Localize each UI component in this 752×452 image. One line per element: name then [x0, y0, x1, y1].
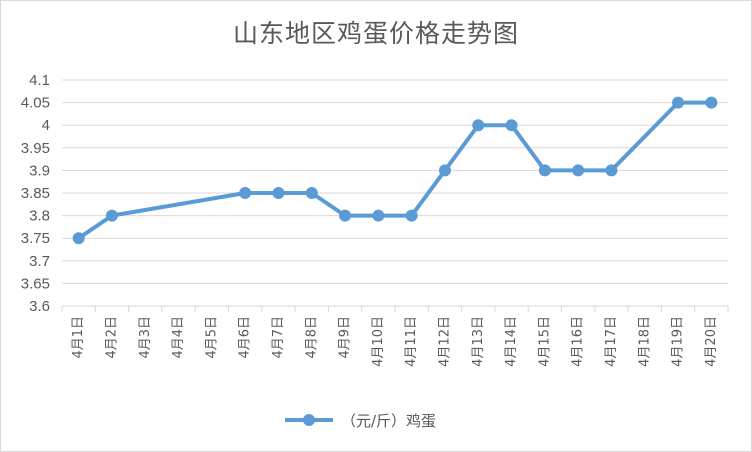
- x-tick-label: 4月10日: [371, 316, 386, 367]
- y-tick-label: 3.85: [21, 185, 50, 202]
- y-tick-label: 3.95: [21, 140, 50, 157]
- x-tick-label: 4月9日: [338, 316, 353, 359]
- legend-swatch: [285, 413, 333, 427]
- data-point: [272, 187, 285, 199]
- legend: （元/斤）鸡蛋: [285, 408, 436, 432]
- y-tick-label: 3.7: [29, 253, 50, 270]
- data-point: [538, 164, 551, 177]
- x-tick-label: 4月8日: [304, 316, 319, 359]
- data-point: [438, 164, 451, 177]
- data-point: [672, 96, 685, 109]
- y-tick-label: 3.6: [29, 298, 50, 315]
- x-tick-label: 4月3日: [138, 316, 153, 359]
- y-tick-label: 4: [42, 117, 50, 134]
- y-tick-label: 4.05: [21, 95, 50, 112]
- x-tick-label: 4月15日: [537, 316, 552, 367]
- data-point: [339, 209, 352, 222]
- x-tick-label: 4月2日: [104, 316, 119, 359]
- y-tick-label: 4.1: [29, 72, 50, 89]
- data-point: [305, 187, 318, 199]
- y-tick-label: 3.8: [29, 208, 50, 225]
- x-tick-label: 4月18日: [637, 316, 652, 367]
- x-tick-label: 4月13日: [471, 316, 486, 367]
- gridlines: [62, 79, 728, 307]
- data-point: [505, 119, 518, 132]
- x-tick-label: 4月14日: [504, 316, 519, 367]
- data-point: [239, 187, 252, 199]
- series-line: [76, 100, 714, 241]
- x-tick-label: 4月6日: [238, 316, 253, 359]
- data-point: [605, 164, 618, 177]
- chart-title: 山东地区鸡蛋价格走势图: [232, 19, 519, 48]
- y-tick-label: 3.65: [21, 275, 50, 292]
- data-point: [472, 119, 485, 132]
- x-tick-label: 4月4日: [171, 316, 186, 359]
- data-point: [72, 232, 85, 245]
- y-tick-label: 3.9: [29, 162, 50, 179]
- x-axis: 4月1日 4月2日 4月3日 4月4日 4月5日 4月6日 4月7日 4月8日 4月9日 4月10…: [61, 306, 729, 367]
- data-point: [105, 209, 118, 222]
- data-point: [372, 209, 385, 222]
- legend-label: （元/斤）鸡蛋: [341, 411, 437, 430]
- x-tick-label: 4月1日: [71, 316, 86, 359]
- x-tick-label: 4月16日: [571, 316, 586, 367]
- y-axis-ticks: 3.6 3.65 3.7 3.75 3.8 3.85 3.9 3.95 4 4.05 4.1: [21, 72, 50, 315]
- x-tick-label: 4月7日: [271, 316, 286, 359]
- data-point: [572, 164, 585, 177]
- series-layer: [72, 96, 718, 245]
- x-tick-label: 4月20日: [704, 316, 719, 367]
- data-point: [405, 209, 418, 222]
- x-tick-label: 4月19日: [671, 316, 686, 367]
- x-tick-label: 4月11日: [404, 316, 419, 367]
- data-point: [705, 96, 718, 109]
- x-tick-label: 4月17日: [604, 316, 619, 367]
- x-tick-label: 4月12日: [437, 316, 452, 367]
- y-tick-label: 3.75: [21, 230, 50, 247]
- x-tick-label: 4月5日: [204, 316, 219, 359]
